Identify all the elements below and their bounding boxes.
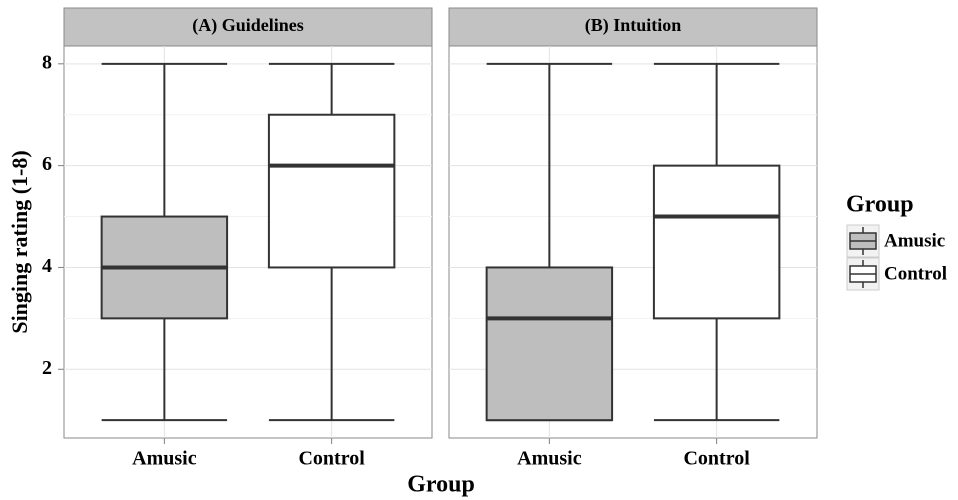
legend-title: Group [846,192,914,218]
y-axis-title: Singing rating (1-8) [7,150,32,333]
y-tick-label: 6 [42,153,52,175]
box [485,266,614,422]
legend-label: Amusic [884,230,945,251]
legend-label: Control [884,263,947,284]
strip [448,7,818,47]
y-tick-label: 8 [42,51,52,73]
facet-title: (B) Intuition [585,15,682,36]
x-tick-label: Amusic [132,448,197,470]
x-tick-label: Amusic [517,448,582,470]
x-tick-label: Control [683,448,750,470]
box [267,113,396,269]
strip [63,7,433,47]
facet-title: (A) Guidelines [192,15,304,36]
y-tick-label: 2 [42,357,52,379]
x-tick-label: Control [298,448,365,470]
x-axis-title: Group [407,472,475,498]
box [652,164,781,320]
y-tick-label: 4 [42,255,52,277]
